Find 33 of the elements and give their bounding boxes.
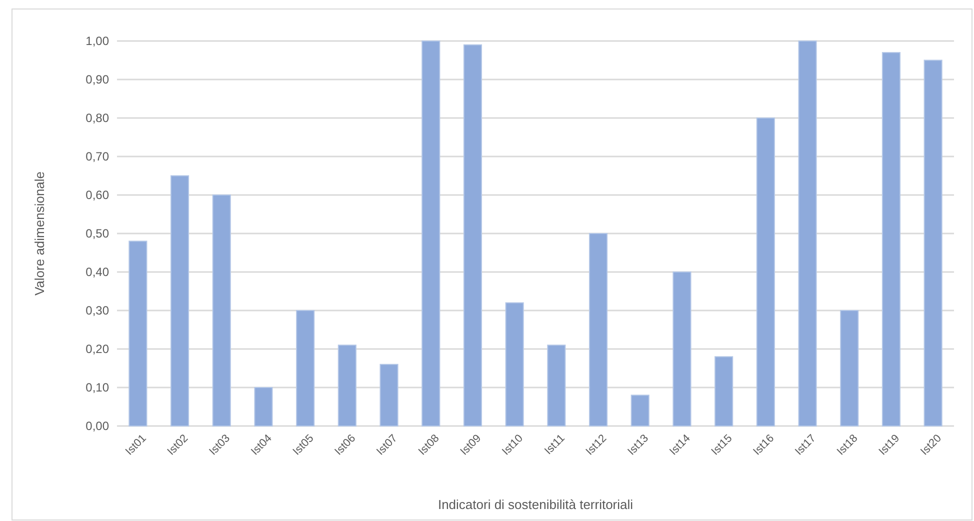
y-tick-label: 0,80 xyxy=(86,111,110,126)
bar xyxy=(463,44,482,426)
bar xyxy=(756,118,775,426)
bar xyxy=(840,310,859,426)
bar xyxy=(254,387,273,426)
y-tick-label: 0,50 xyxy=(86,226,110,241)
bar xyxy=(882,52,901,426)
bar xyxy=(380,364,398,426)
bar xyxy=(630,394,650,426)
y-tick-label: 0,90 xyxy=(86,72,110,87)
y-tick-label: 0,40 xyxy=(86,265,110,280)
bar xyxy=(170,175,190,426)
bar xyxy=(798,40,817,426)
y-axis-title: Valore adimensionale xyxy=(32,171,47,296)
bar xyxy=(672,272,692,426)
y-tick-label: 0,20 xyxy=(86,342,110,356)
y-tick-label: 0,10 xyxy=(86,380,110,395)
bar xyxy=(547,344,566,426)
bar xyxy=(924,60,942,426)
bar xyxy=(212,194,231,426)
y-tick-label: 0,30 xyxy=(86,304,110,318)
bar xyxy=(714,356,734,426)
bar xyxy=(128,240,148,426)
y-tick-label: 1,00 xyxy=(86,34,110,48)
x-axis-title: Indicatori di sostenibilità territoriali xyxy=(438,497,634,512)
y-tick-label: 0,70 xyxy=(86,150,110,164)
bar xyxy=(296,310,315,426)
y-tick-label: 0,60 xyxy=(86,188,110,202)
bar xyxy=(422,40,440,426)
bar xyxy=(505,302,524,426)
bar xyxy=(588,233,608,426)
y-tick-label: 0,00 xyxy=(86,419,110,434)
bar xyxy=(338,344,356,426)
